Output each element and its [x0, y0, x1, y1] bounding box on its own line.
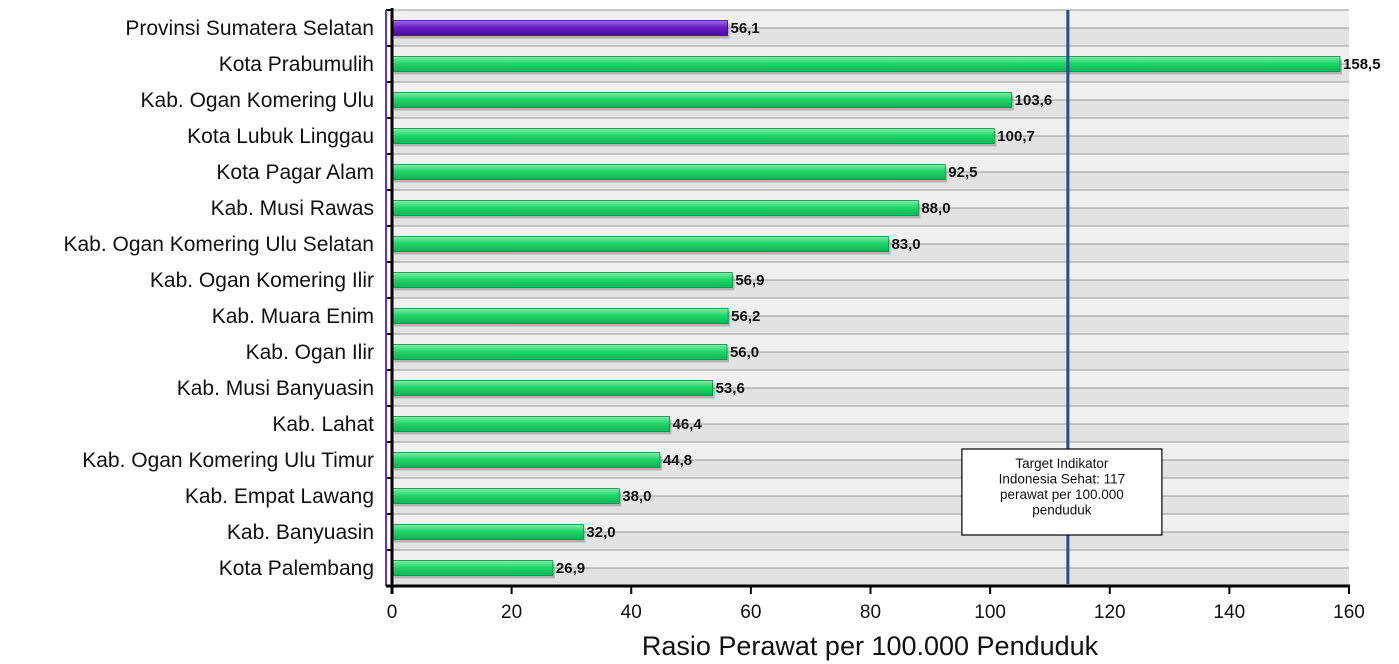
- bar: [391, 56, 1341, 72]
- value-label: 56,9: [735, 272, 764, 289]
- bar: [391, 128, 995, 144]
- x-tick-label: 140: [1214, 602, 1246, 623]
- reference-label-line: perawat per 100.000: [1000, 487, 1124, 502]
- category-label: Kab. Musi Banyuasin: [177, 377, 374, 400]
- value-label: 92,5: [948, 164, 977, 181]
- x-tick-label: 60: [740, 602, 761, 623]
- category-label: Kab. Ogan Komering Ulu Selatan: [63, 233, 374, 256]
- reference-label-line: Target Indikator: [1015, 456, 1109, 471]
- bar: [391, 344, 728, 360]
- value-label: 44,8: [663, 452, 692, 469]
- bar: [391, 236, 889, 252]
- x-tick-label: 0: [387, 602, 398, 623]
- bar: [391, 200, 919, 216]
- bar: [391, 92, 1013, 108]
- x-tick-labels: 0 20 40 60 80 100 120 140 160: [387, 602, 1365, 623]
- value-label: 56,0: [730, 344, 759, 361]
- value-label: 53,6: [716, 380, 745, 397]
- band-upper: [392, 550, 1349, 568]
- value-label: 46,4: [673, 416, 703, 433]
- reference-label-box: [961, 448, 1163, 536]
- bar: [391, 524, 584, 540]
- band-lower: [392, 532, 1349, 550]
- bar: [391, 272, 733, 288]
- x-tick-label: 120: [1094, 602, 1126, 623]
- x-tick-label: 80: [860, 602, 881, 623]
- category-label: Kota Palembang: [219, 557, 374, 580]
- category-label: Kab. Ogan Komering Ulu Timur: [82, 449, 374, 472]
- value-label: 56,2: [731, 308, 760, 325]
- reference-label-line: Indonesia Sehat: 117: [999, 472, 1126, 487]
- category-label: Kab. Muara Enim: [212, 305, 374, 328]
- value-labels: 56,1 158,5 103,6 100,7 92,5 88,0 83,0 56,9 56,2 5…: [556, 20, 1381, 577]
- value-label: 38,0: [622, 488, 651, 505]
- category-label: Kab. Empat Lawang: [185, 485, 374, 508]
- bar: [391, 560, 554, 576]
- x-axis-title: Rasio Perawat per 100.000 Penduduk: [642, 631, 1099, 661]
- category-label: Kab. Musi Rawas: [211, 197, 374, 220]
- bar: [391, 452, 661, 468]
- category-label: Kab. Lahat: [272, 413, 374, 436]
- bars: [391, 20, 1343, 579]
- value-label: 103,6: [1015, 92, 1053, 109]
- category-label: Kab. Ogan Komering Ulu: [141, 89, 374, 112]
- value-label: 56,1: [731, 20, 760, 37]
- x-tick-label: 160: [1333, 602, 1365, 623]
- bar: [391, 308, 729, 324]
- category-labels: Provinsi Sumatera Selatan Kota Prabumulih…: [63, 17, 374, 580]
- category-label: Kab. Ogan Ilir: [246, 341, 374, 364]
- bar-highlight: [391, 20, 728, 36]
- category-label: Kota Lubuk Linggau: [187, 125, 374, 148]
- x-tick-label: 20: [501, 602, 522, 623]
- value-label: 26,9: [556, 560, 585, 577]
- value-label: 100,7: [997, 128, 1035, 145]
- x-tick-label: 100: [974, 602, 1006, 623]
- band-lower: [392, 568, 1349, 586]
- bar: [391, 380, 713, 396]
- reference-label-line: penduduk: [1032, 503, 1092, 518]
- axes: [385, 8, 1350, 594]
- bar: [391, 488, 620, 504]
- category-label: Kota Prabumulih: [219, 53, 374, 76]
- bar: [391, 416, 670, 432]
- value-label: 32,0: [586, 524, 615, 541]
- category-label: Provinsi Sumatera Selatan: [125, 17, 374, 40]
- value-label: 83,0: [891, 236, 920, 253]
- bar: [391, 164, 946, 180]
- category-label: Kab. Ogan Komering Ilir: [150, 269, 374, 292]
- value-label: 158,5: [1343, 56, 1381, 73]
- category-label: Kota Pagar Alam: [216, 161, 374, 184]
- category-label: Kab. Banyuasin: [227, 521, 374, 544]
- value-label: 88,0: [921, 200, 950, 217]
- x-tick-label: 40: [621, 602, 642, 623]
